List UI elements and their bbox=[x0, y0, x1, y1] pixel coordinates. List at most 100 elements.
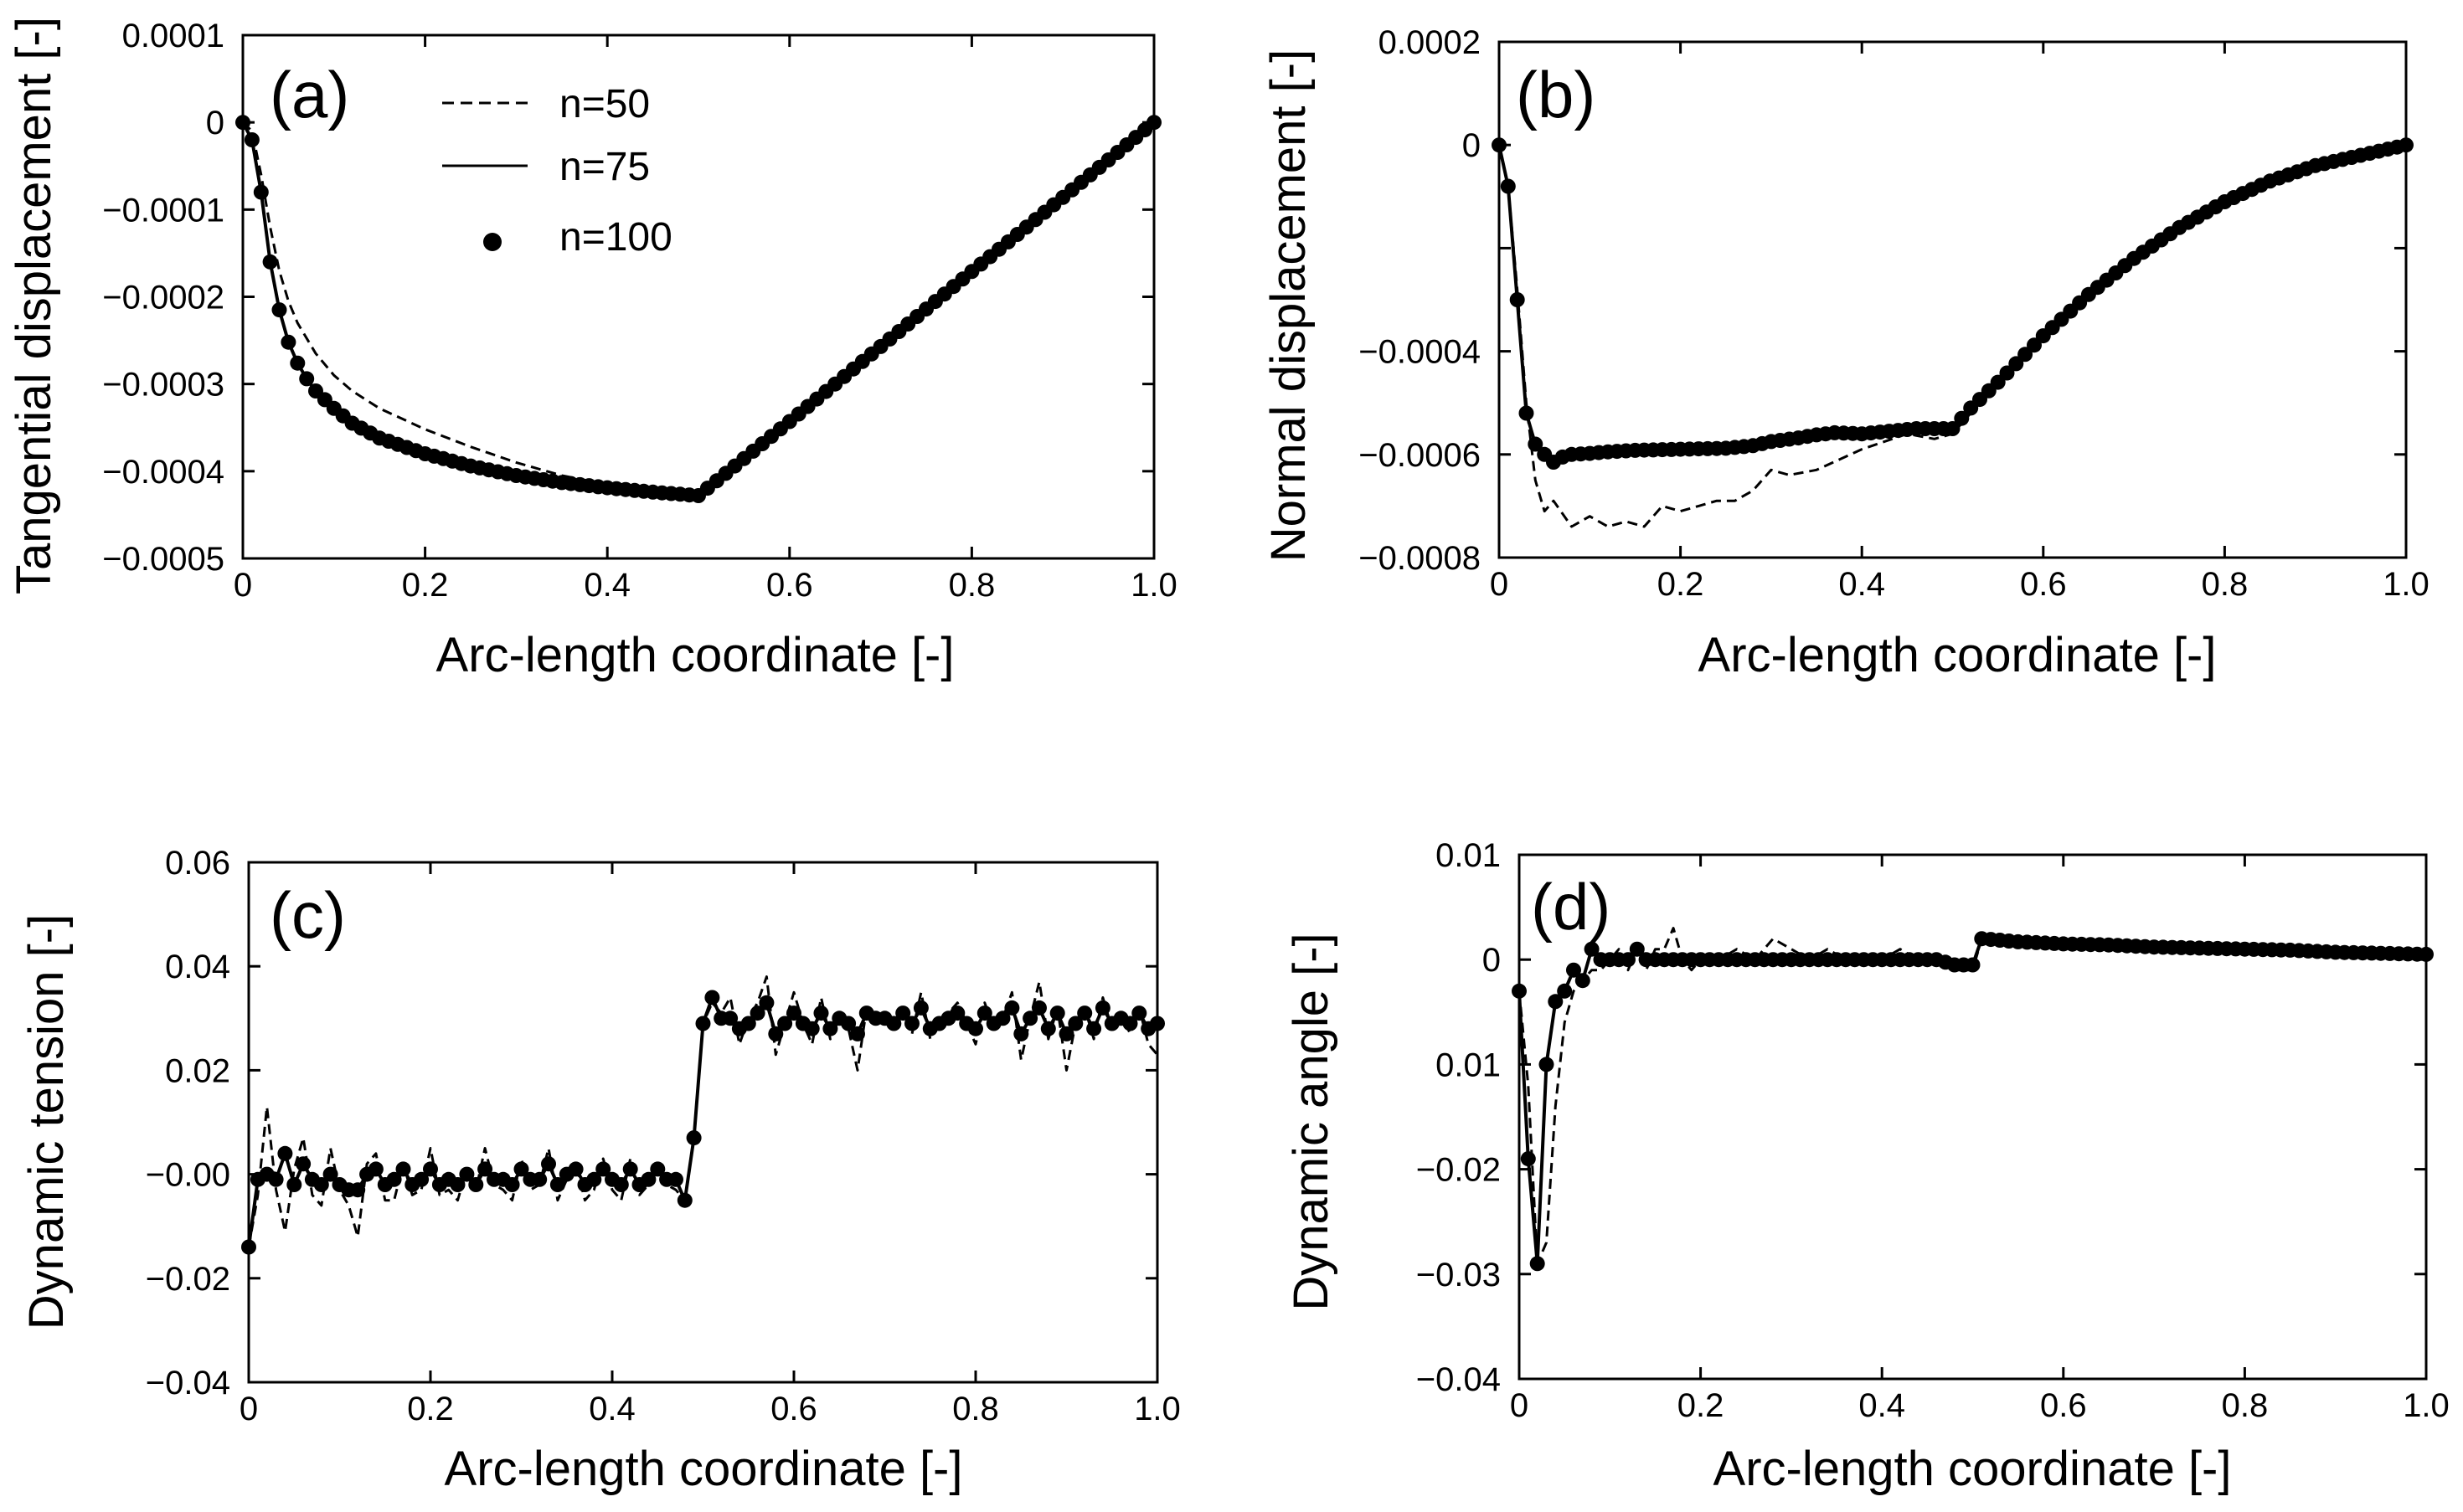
panel-c-marker-n100 bbox=[1059, 1026, 1074, 1041]
panel-a-xtick-label: 0.2 bbox=[402, 567, 449, 604]
panel-b-xtick-label: 0 bbox=[1490, 566, 1508, 603]
panel-c-marker-n100 bbox=[513, 1161, 529, 1177]
panel-c-marker-n100 bbox=[1040, 1021, 1056, 1036]
panel-c-marker-n100 bbox=[886, 1016, 902, 1031]
panel-a-marker-n100 bbox=[244, 132, 260, 147]
panel-c-marker-n100 bbox=[586, 1171, 602, 1187]
panel-b-marker-n100 bbox=[2027, 337, 2042, 353]
panel-c-xtick-labels: 0 0.2 0.4 0.6 0.8 1.0 bbox=[240, 1391, 1181, 1427]
panel-d-ytick-label: −0.02 bbox=[1416, 1152, 1501, 1189]
panel-d-xtick-label: 0 bbox=[1510, 1387, 1528, 1424]
panel-c-frame bbox=[247, 861, 1159, 1384]
panel-d-xtick-label: 0.8 bbox=[2222, 1387, 2269, 1424]
panel-b-marker-n100 bbox=[2008, 356, 2024, 372]
panel-a-marker-n100 bbox=[262, 254, 278, 270]
panel-b-marker-n100 bbox=[1990, 374, 2006, 390]
panel-c-marker-n100 bbox=[786, 1005, 801, 1021]
panel-c-label: (c) bbox=[270, 878, 346, 952]
panel-c-marker-n100 bbox=[532, 1171, 548, 1187]
panel-b-ytick-label: 0 bbox=[1462, 127, 1481, 164]
legend-n75-label: n=75 bbox=[559, 145, 650, 189]
panel-a-ytick-label: −0.0001 bbox=[102, 192, 224, 229]
panel-b-xtick-labels: 0 0.2 0.4 0.6 0.8 1.0 bbox=[1490, 566, 2430, 603]
panel-c-xtick-label: 0.2 bbox=[407, 1391, 454, 1427]
panel-c-marker-n100 bbox=[322, 1166, 338, 1182]
panel-a-marker-n100 bbox=[281, 334, 296, 350]
panel-a-frame bbox=[241, 33, 1156, 560]
panel-a-marker-n100 bbox=[271, 302, 287, 318]
panel-b-ytick-label: −0.0008 bbox=[1358, 540, 1481, 577]
panel-b-marker-n100 bbox=[2017, 347, 2033, 363]
panel-c-marker-n100 bbox=[750, 1005, 765, 1021]
panel-c-marker-n100 bbox=[913, 1000, 929, 1016]
panel-b-marker-n100 bbox=[1528, 436, 1543, 452]
panel-c-markers bbox=[241, 990, 1165, 1255]
panel-d-marker-n100 bbox=[1548, 994, 1564, 1010]
panel-c-marker-n100 bbox=[313, 1177, 329, 1192]
panel-c-marker-n100 bbox=[568, 1161, 584, 1177]
panel-c-marker-n100 bbox=[740, 1016, 756, 1031]
panel-b-ytick-labels: 0.0002 0 −0.0004 −0.0006 −0.0008 bbox=[1358, 24, 1481, 577]
panel-c-marker-n100 bbox=[759, 995, 775, 1011]
panel-a-ytick-label: 0.0001 bbox=[122, 18, 224, 54]
panel-a-marker-n100 bbox=[299, 371, 315, 387]
panel-b-frame bbox=[1497, 40, 2408, 559]
panel-c-marker-n100 bbox=[850, 1026, 865, 1041]
panel-c-marker-n100 bbox=[1004, 1000, 1020, 1016]
panel-a: 0 0.2 0.4 0.6 0.8 1.0 0.0001 0 −0.0001 −0.0002 −0… bbox=[7, 17, 1177, 682]
panel-c-marker-n100 bbox=[1023, 1011, 1038, 1026]
panel-c-marker-n100 bbox=[595, 1161, 611, 1177]
panel-b-ytick-label: −0.0004 bbox=[1358, 334, 1481, 371]
panel-c-marker-n100 bbox=[277, 1145, 293, 1161]
panel-c-xtick-label: 1.0 bbox=[1134, 1391, 1181, 1427]
panel-c-marker-n100 bbox=[613, 1177, 629, 1192]
panel-a-ytick-label: −0.0003 bbox=[102, 367, 224, 404]
panel-b-markers bbox=[1492, 137, 2414, 470]
panel-c-marker-n100 bbox=[622, 1161, 638, 1177]
panel-a-marker-n100 bbox=[253, 184, 269, 200]
panel-b: 0 0.2 0.4 0.6 0.8 1.0 0.0002 0 −0.0004 −0.0006 −0… bbox=[1261, 24, 2430, 682]
panel-c-marker-n100 bbox=[286, 1177, 302, 1192]
panel-c-marker-n100 bbox=[841, 1016, 857, 1031]
panel-c-marker-n100 bbox=[804, 1021, 820, 1036]
panel-c-ytick-label: 0.04 bbox=[165, 949, 230, 985]
panel-d-ytick-labels: 0.01 0 0.01 −0.02 −0.03 −0.04 bbox=[1416, 837, 1501, 1398]
panel-c-ytick-labels: 0.06 0.04 0.02 −0.00 −0.02 −0.04 bbox=[146, 845, 230, 1401]
panel-d-marker-n100 bbox=[1574, 973, 1590, 989]
panel-c-marker-n100 bbox=[414, 1171, 430, 1187]
panel-c-xtick-label: 0.4 bbox=[589, 1391, 636, 1427]
panel-a-label: (a) bbox=[270, 58, 349, 131]
panel-a-ytick-label: 0 bbox=[206, 105, 224, 141]
panel-b-ytick-label: −0.0006 bbox=[1358, 437, 1481, 474]
panel-c-marker-n100 bbox=[477, 1161, 493, 1177]
panel-c-marker-n100 bbox=[641, 1171, 657, 1187]
panel-c-marker-n100 bbox=[368, 1161, 384, 1177]
panel-c-marker-n100 bbox=[650, 1161, 666, 1177]
panel-d-xlabel: Arc-length coordinate [-] bbox=[1713, 1442, 2232, 1496]
panel-c-marker-n100 bbox=[668, 1171, 683, 1187]
panel-d-marker-n100 bbox=[1621, 952, 1636, 968]
panel-c-marker-n100 bbox=[968, 1021, 983, 1036]
panel-a-marker-n100 bbox=[290, 355, 306, 371]
panel-c-marker-n100 bbox=[704, 990, 720, 1005]
panel-b-xtick-label: 0.4 bbox=[1838, 566, 1885, 603]
panel-d-ytick-label: 0.01 bbox=[1435, 837, 1501, 874]
panel-c-marker-n100 bbox=[976, 1005, 992, 1021]
panel-d-marker-n100 bbox=[1965, 957, 1981, 973]
panel-d-markers bbox=[1512, 931, 2434, 1272]
panel-c-marker-n100 bbox=[1013, 1026, 1029, 1041]
panel-c-marker-n100 bbox=[549, 1177, 565, 1192]
panel-a-xtick-labels: 0 0.2 0.4 0.6 0.8 1.0 bbox=[234, 567, 1177, 604]
panel-d-ytick-label: −0.04 bbox=[1416, 1361, 1501, 1398]
panel-a-ytick-label: −0.0005 bbox=[102, 541, 224, 578]
panel-c-xtick-label: 0 bbox=[240, 1391, 258, 1427]
panel-b-marker-n100 bbox=[1945, 421, 1961, 436]
panel-c-marker-n100 bbox=[386, 1171, 402, 1187]
panel-d-xtick-label: 0.4 bbox=[1858, 1387, 1905, 1424]
panel-c-ylabel: Dynamic tension [-] bbox=[19, 914, 74, 1329]
panel-c-marker-n100 bbox=[695, 1016, 711, 1031]
panel-c-marker-n100 bbox=[1068, 1016, 1084, 1031]
panel-c-marker-n100 bbox=[450, 1177, 466, 1192]
panel-c-marker-n100 bbox=[459, 1166, 475, 1182]
